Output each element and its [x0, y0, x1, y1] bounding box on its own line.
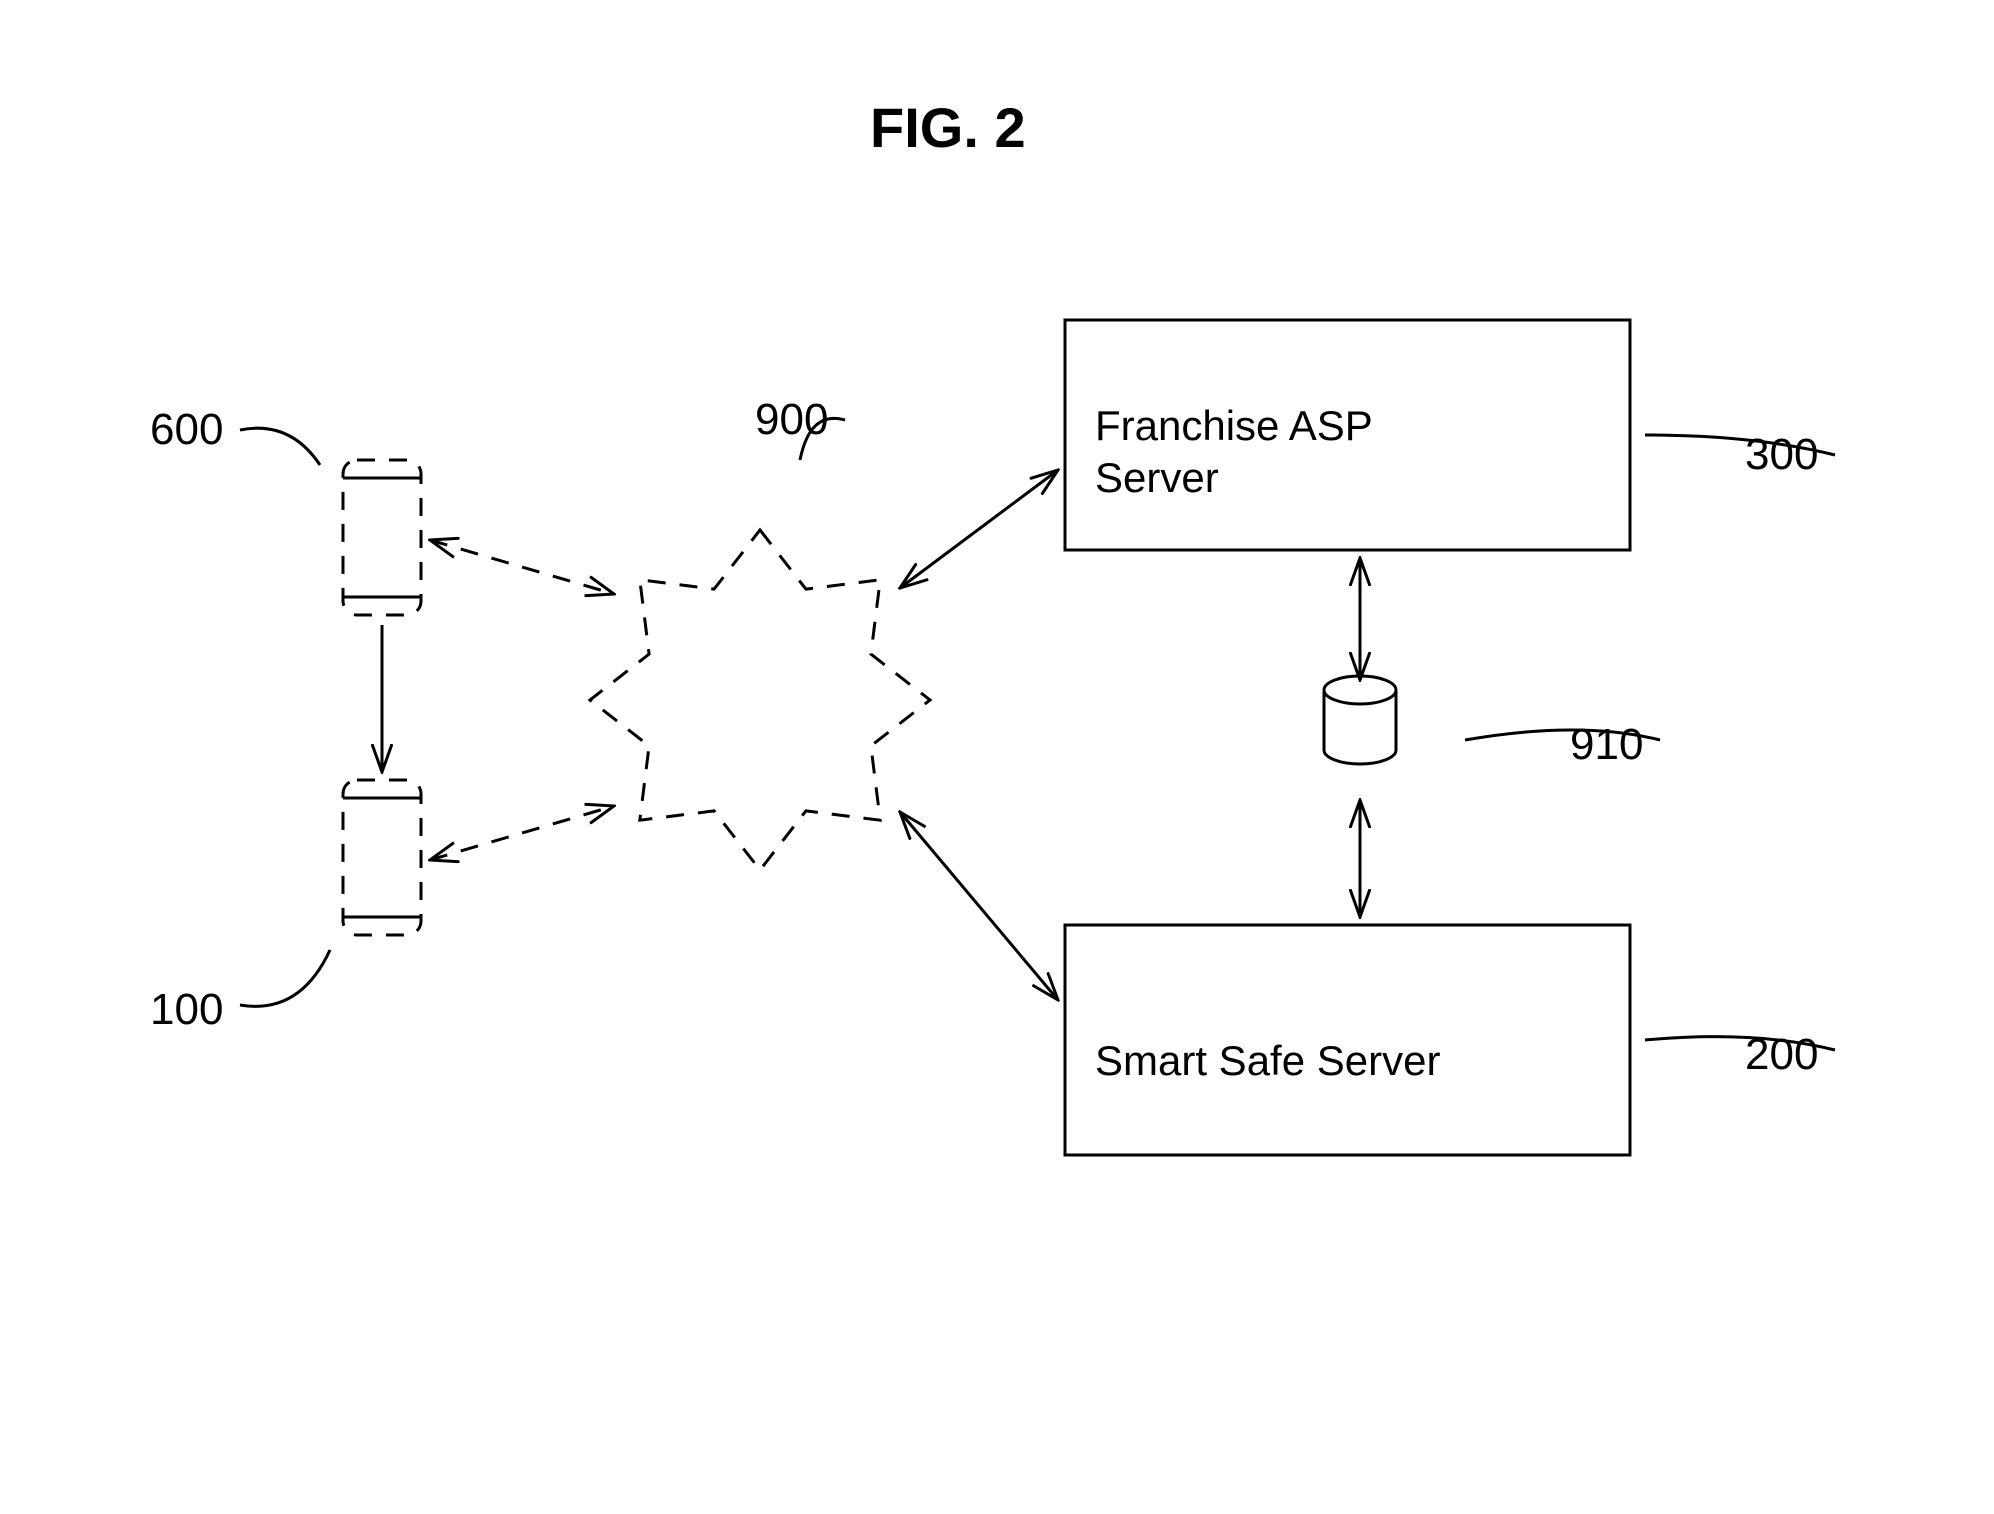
- ref-100: 100: [150, 985, 223, 1035]
- cylinder-group: [1324, 676, 1396, 764]
- ref-910: 910: [1570, 720, 1643, 770]
- franchise-box-label: Franchise ASPServer: [1095, 400, 1373, 504]
- ref-900: 900: [755, 395, 828, 445]
- smartsafe-box-label: Smart Safe Server: [1095, 1035, 1440, 1087]
- diagram-svg: [0, 0, 1994, 1514]
- ref-200: 200: [1745, 1030, 1818, 1080]
- ref-300: 300: [1745, 430, 1818, 480]
- cloud-group: [590, 530, 930, 870]
- ref-600: 600: [150, 405, 223, 455]
